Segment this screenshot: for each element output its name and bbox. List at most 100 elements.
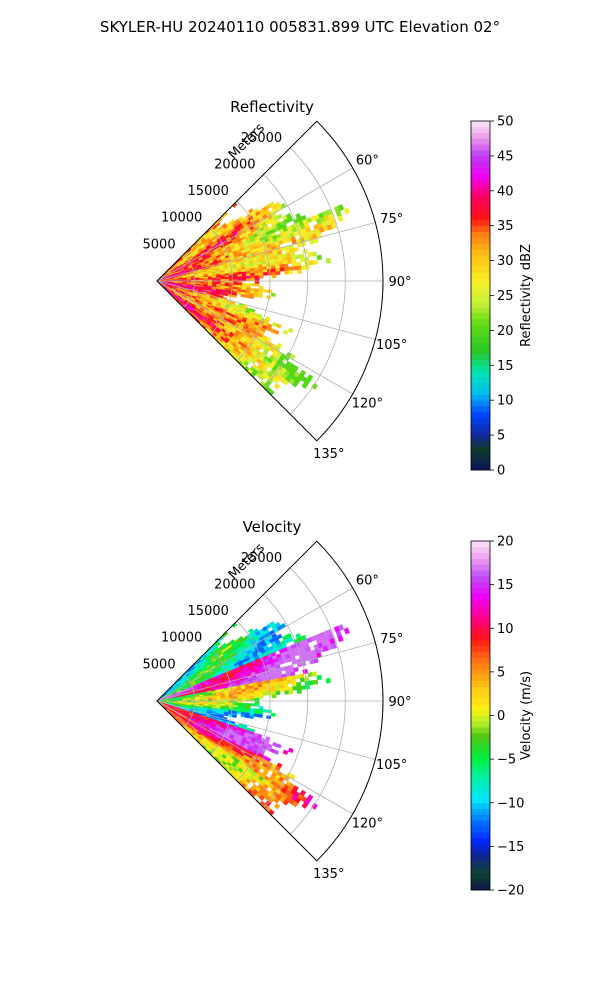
colorbar-segment — [471, 628, 490, 635]
echo-bin — [283, 683, 289, 688]
echo-bin — [271, 271, 277, 276]
colorbar-segment — [471, 324, 490, 331]
colorbar-segment — [471, 721, 490, 728]
colorbar-segment — [471, 301, 490, 308]
colorbar-segment — [471, 622, 490, 629]
colorbar-segment — [471, 237, 490, 244]
echo-bin — [288, 690, 294, 695]
colorbar-tick-label: −15 — [497, 840, 524, 855]
echo-bin — [301, 382, 309, 389]
colorbar-segment — [471, 820, 490, 827]
colorbar-segment — [471, 121, 490, 128]
colorbar-segment — [471, 872, 490, 879]
azimuth-tick-label: 135° — [313, 447, 344, 462]
colorbar-segment — [471, 581, 490, 588]
velocity-colorbar: −20 −15 −10 −5 0 5 10 15 20 Velocity (m/s) — [470, 535, 534, 899]
echo-bin — [254, 278, 260, 282]
radial-tick-label: 10000 — [161, 631, 202, 646]
colorbar-segment — [471, 645, 490, 652]
colorbar-segment — [471, 878, 490, 885]
colorbar-segment — [471, 831, 490, 839]
colorbar-segment — [471, 423, 490, 430]
echo-bin — [224, 276, 230, 280]
echo-bin — [240, 294, 246, 298]
azimuth-spoke-120 — [156, 280, 353, 395]
radial-tick-label: 15000 — [188, 184, 229, 199]
echo-bin — [305, 264, 311, 270]
echo-bin — [258, 275, 264, 279]
figure-title: SKYLER-HU 20240110 005831.899 UTC Elevat… — [100, 18, 500, 36]
colorbar-segment — [471, 167, 490, 174]
echo-bin — [296, 689, 302, 694]
reflectivity-colorbar: 0 5 10 15 20 25 30 35 40 45 50 Reflectivity dBZ — [470, 115, 534, 479]
colorbar-segment — [471, 808, 490, 815]
colorbar-segment — [471, 388, 490, 395]
echo-bin — [276, 323, 282, 329]
echo-bin — [308, 260, 314, 266]
colorbar-segment — [471, 610, 490, 618]
echo-bin — [229, 276, 234, 280]
echo-bin — [296, 261, 302, 267]
echo-bin — [274, 684, 281, 689]
echo-bin — [325, 677, 331, 684]
colorbar-segment — [471, 429, 490, 436]
colorbar-tick-label: 50 — [497, 115, 514, 130]
azimuth-tick-label: 75° — [380, 212, 403, 227]
echo-bin — [254, 272, 260, 277]
colorbar-segment — [471, 208, 490, 215]
echo-bin — [305, 684, 311, 690]
echo-bin — [245, 693, 251, 697]
colorbar-segment — [471, 651, 490, 658]
colorbar-segment — [471, 359, 490, 366]
colorbar-segment — [471, 552, 490, 559]
echo-bin — [246, 275, 251, 279]
echo-bin — [292, 686, 298, 691]
colorbar-segment — [471, 802, 490, 809]
echo-bin — [241, 273, 247, 277]
echo-bin — [258, 272, 264, 276]
azimuth-tick-label: 60° — [356, 574, 379, 589]
colorbar-segment — [471, 150, 490, 157]
echo-bin — [248, 295, 255, 300]
azimuth-tick-label: 90° — [388, 275, 411, 290]
colorbar-segment — [471, 248, 490, 256]
colorbar-segment — [471, 435, 490, 442]
echo-bin — [316, 674, 322, 681]
colorbar-segment — [471, 266, 490, 273]
colorbar-segment — [471, 709, 490, 716]
colorbar-segment — [471, 604, 490, 612]
echo-bin — [246, 283, 251, 287]
echo-bin — [311, 671, 318, 677]
echo-bin — [343, 627, 350, 635]
echo-bin — [241, 282, 247, 286]
colorbar-segment — [471, 634, 490, 641]
colorbar-segment — [471, 382, 490, 389]
colorbar-segment — [471, 639, 490, 647]
echo-bin — [287, 747, 294, 754]
echo-bin — [240, 714, 246, 718]
colorbar-segment — [471, 144, 490, 151]
echo-bin — [337, 215, 344, 223]
colorbar-segment — [471, 138, 490, 145]
echo-bin — [237, 696, 243, 700]
colorbar-segment — [471, 411, 490, 419]
echo-bin — [250, 703, 256, 707]
colorbar-segment — [471, 184, 490, 192]
colorbar-segment — [471, 884, 490, 891]
echo-bin — [279, 267, 285, 272]
colorbar-segment — [471, 307, 490, 314]
reflectivity-title: Reflectivity — [230, 98, 314, 116]
colorbar-segment — [471, 196, 490, 203]
colorbar-segment — [471, 616, 490, 623]
echo-bin — [270, 292, 276, 297]
colorbar-segment — [471, 762, 490, 769]
echo-bin — [294, 674, 301, 680]
colorbar-segment — [471, 575, 490, 583]
colorbar-tick-label: 5 — [497, 665, 505, 680]
azimuth-spoke-60 — [156, 167, 353, 282]
colorbar-segment — [471, 231, 490, 238]
colorbar-tick-label: 20 — [497, 535, 514, 550]
echo-bin — [257, 714, 263, 718]
colorbar-segment — [471, 295, 490, 302]
echo-bin — [288, 270, 294, 275]
